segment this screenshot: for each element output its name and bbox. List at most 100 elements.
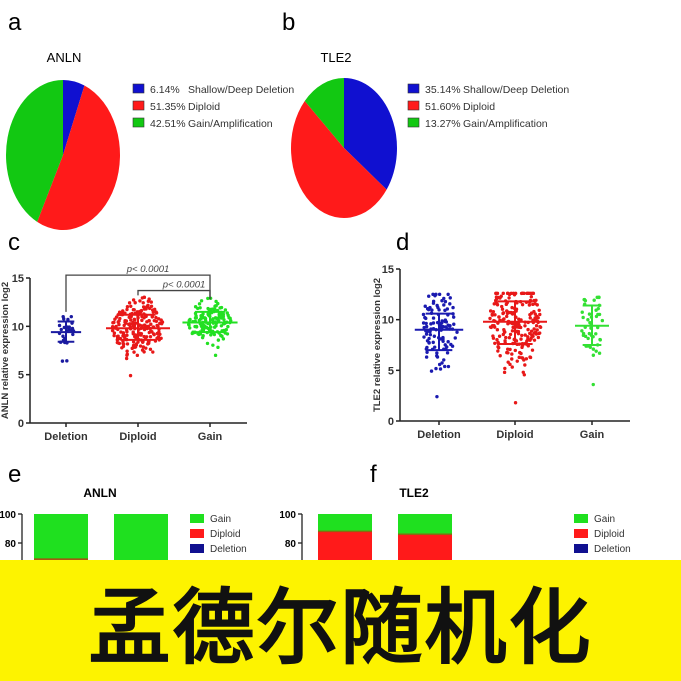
data-point	[227, 315, 231, 320]
data-point	[493, 325, 497, 329]
data-point	[504, 335, 508, 340]
data-point	[529, 291, 533, 296]
data-point	[120, 346, 124, 350]
data-point	[516, 329, 521, 334]
data-point	[538, 325, 543, 329]
data-point	[429, 369, 434, 373]
data-point	[422, 335, 426, 339]
data-point	[442, 358, 446, 362]
data-point	[427, 294, 431, 298]
data-point	[149, 300, 153, 304]
data-point	[117, 322, 121, 327]
data-point	[526, 335, 530, 339]
data-point	[516, 325, 520, 329]
data-point	[497, 346, 501, 350]
data-point	[214, 316, 219, 321]
data-point	[511, 325, 515, 330]
data-point	[510, 312, 515, 316]
data-point	[157, 338, 161, 342]
data-point	[219, 324, 224, 328]
data-point	[429, 322, 433, 326]
data-point	[423, 304, 427, 308]
legend-swatch	[132, 83, 145, 94]
chart-title: ANLN	[83, 486, 116, 500]
data-point	[122, 333, 126, 337]
data-point	[431, 321, 436, 325]
data-point	[149, 322, 153, 326]
data-point	[538, 312, 542, 317]
data-point	[443, 325, 448, 329]
data-point	[531, 302, 535, 307]
data-point	[528, 331, 532, 336]
data-point	[502, 370, 507, 375]
data-point	[427, 340, 431, 345]
data-point	[451, 315, 456, 319]
data-point	[587, 312, 592, 316]
legend-percent: 51.60%	[425, 101, 461, 113]
data-point	[580, 310, 584, 314]
data-point	[526, 327, 530, 332]
data-point	[443, 308, 447, 313]
banner-text: 孟德尔随机化	[88, 581, 593, 676]
data-point	[503, 366, 507, 371]
data-point	[451, 305, 455, 310]
y-tick-label: 80	[5, 539, 17, 550]
data-point	[156, 317, 161, 321]
data-point	[433, 345, 437, 349]
data-point	[141, 301, 145, 305]
data-point	[534, 323, 539, 328]
data-point	[218, 306, 222, 310]
data-point	[131, 340, 136, 344]
data-point	[219, 314, 223, 319]
chart-title: ANLN	[47, 50, 82, 65]
y-tick-label: 10	[12, 321, 24, 333]
data-point	[581, 315, 585, 320]
data-point	[435, 351, 439, 355]
pie-slice-diploid	[291, 100, 387, 218]
data-point	[519, 337, 523, 341]
legend-label: Gain	[594, 514, 615, 525]
data-point	[439, 337, 443, 341]
data-point	[497, 334, 502, 338]
data-point	[212, 332, 217, 337]
data-point	[520, 333, 524, 338]
data-point	[488, 309, 493, 313]
y-tick-label: 5	[18, 370, 24, 382]
data-point	[442, 296, 446, 301]
data-point	[530, 348, 535, 352]
data-point	[443, 318, 448, 322]
data-point	[446, 292, 450, 297]
data-point	[497, 315, 501, 319]
data-point	[112, 331, 117, 335]
data-point	[537, 331, 541, 336]
data-point	[116, 334, 120, 338]
data-point	[598, 338, 602, 342]
data-point	[524, 357, 529, 361]
data-point	[440, 319, 444, 323]
data-point	[495, 291, 500, 296]
data-point	[223, 308, 228, 312]
data-point	[194, 324, 199, 329]
data-point	[116, 337, 120, 341]
data-point	[432, 334, 437, 338]
pie-slice-shallow-deep-deletion	[63, 80, 85, 155]
data-point	[513, 348, 518, 353]
legend-swatch	[190, 514, 204, 523]
data-point	[428, 333, 433, 337]
legend-percent: 13.27%	[425, 118, 461, 130]
data-point	[430, 308, 434, 312]
data-point	[155, 323, 159, 328]
data-point	[131, 307, 136, 312]
pie-slice-shallow-deep-deletion	[344, 78, 397, 190]
data-point	[493, 341, 497, 346]
data-point	[495, 337, 499, 342]
data-point	[422, 325, 426, 330]
data-point	[530, 334, 534, 338]
data-point	[591, 347, 596, 351]
legend-swatch	[574, 514, 588, 523]
data-point	[431, 340, 435, 345]
legend-percent: 51.35%	[150, 101, 186, 113]
data-point	[141, 345, 146, 349]
data-point	[128, 373, 133, 378]
data-point	[528, 355, 533, 360]
